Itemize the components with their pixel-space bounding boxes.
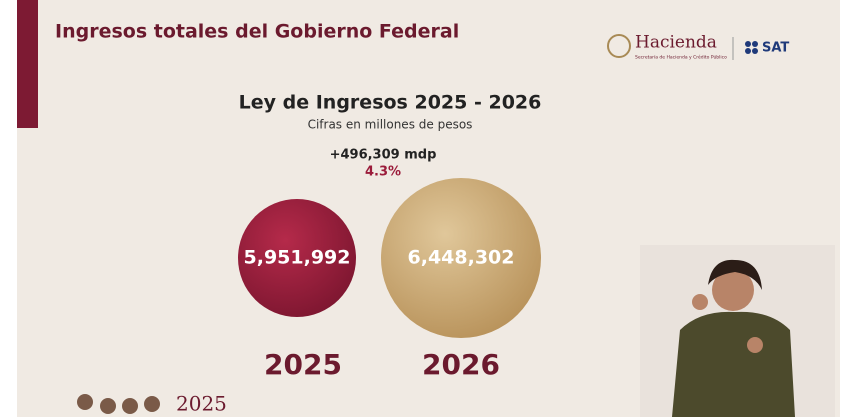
accent-bar: [17, 0, 38, 128]
slide-subtitle: Cifras en millones de pesos: [308, 118, 473, 132]
footer-figures: [77, 394, 160, 414]
hacienda-logo: Hacienda: [635, 33, 717, 53]
footer-year: 2025: [176, 392, 227, 416]
header-title: Ingresos totales del Gobierno Federal: [55, 21, 459, 43]
difference: +496,309 mdp: [330, 148, 437, 163]
sat-logo: SAT: [762, 41, 789, 56]
growth: 4.3%: [365, 165, 401, 180]
year-2026: 2026: [422, 348, 500, 381]
year-2025: 2025: [264, 348, 342, 381]
hacienda-emblem: [607, 34, 631, 58]
interpreter-inset: [640, 245, 835, 417]
value-2026: 6,448,302: [408, 247, 515, 269]
sat-emblem: [745, 41, 758, 54]
circle-2025: [238, 199, 356, 317]
value-2025: 5,951,992: [244, 247, 351, 269]
circle-2026: [381, 178, 541, 338]
slide-title: Ley de Ingresos 2025 - 2026: [239, 92, 542, 114]
hacienda-subtitle: Secretaría de Hacienda y Crédito Público: [635, 54, 727, 61]
